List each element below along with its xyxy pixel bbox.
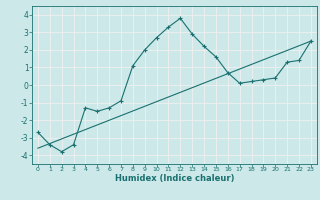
X-axis label: Humidex (Indice chaleur): Humidex (Indice chaleur) (115, 174, 234, 183)
